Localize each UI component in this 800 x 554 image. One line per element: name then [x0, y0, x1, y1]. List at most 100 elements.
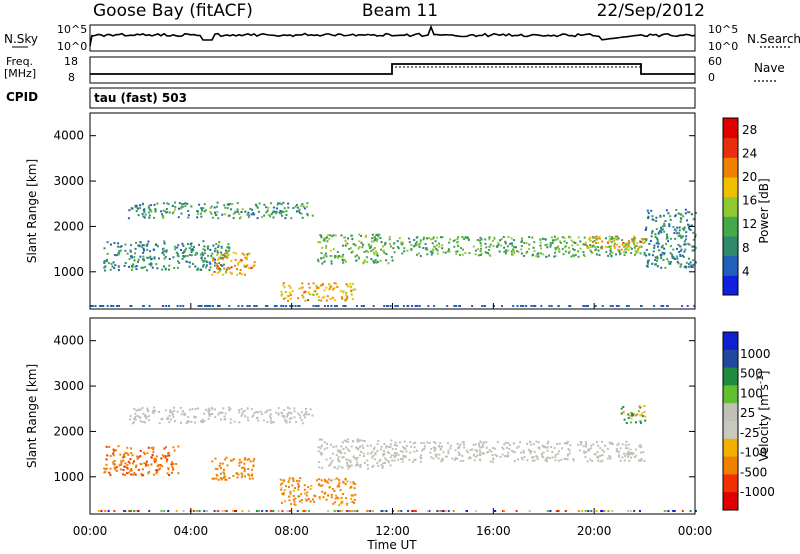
echo-cell [263, 203, 266, 206]
echo-cell [147, 240, 150, 243]
echo-cell [376, 238, 379, 241]
echo-cell [109, 473, 112, 476]
echo-cell [306, 214, 309, 217]
echo-cell [213, 477, 216, 480]
echo-cell [130, 447, 133, 450]
echo-cell [151, 454, 154, 457]
echo-cell [255, 411, 258, 414]
echo-cell [164, 255, 167, 258]
echo-cell [547, 440, 550, 443]
echo-cell [422, 247, 425, 249]
echo-cell [300, 493, 303, 496]
echo-cell [457, 244, 460, 247]
echo-cell [150, 446, 153, 449]
echo-cell [630, 247, 633, 250]
echo-cell [124, 462, 127, 465]
echo-cell [143, 462, 146, 465]
echo-cell [394, 455, 396, 458]
echo-cell [344, 244, 347, 247]
echo-cell [519, 441, 522, 444]
echo-cell [165, 211, 168, 214]
echo-cell [418, 243, 421, 246]
echo-cell [205, 264, 208, 267]
echo-cell [632, 237, 635, 240]
echo-cell [126, 466, 129, 469]
echo-cell [141, 474, 143, 477]
echo-cell [243, 458, 246, 461]
echo-cell [516, 446, 519, 449]
echo-cell [265, 305, 267, 307]
echo-cell [218, 267, 221, 270]
echo-cell [126, 446, 129, 449]
echo-cell [635, 245, 638, 247]
echo-cell [540, 305, 543, 307]
echo-cell [366, 510, 369, 512]
echo-cell [554, 255, 557, 257]
echo-cell [269, 215, 272, 218]
echo-cell [280, 294, 283, 297]
echo-cell [459, 247, 462, 249]
echo-cell [436, 249, 439, 252]
echo-cell [219, 472, 222, 475]
echo-cell [648, 242, 651, 245]
echo-cell [684, 265, 687, 268]
echo-cell [458, 453, 461, 456]
echo-cell [187, 243, 189, 246]
echo-cell [583, 236, 586, 239]
echo-cell [631, 412, 634, 415]
echo-cell [371, 456, 373, 459]
echo-cell [478, 442, 480, 445]
echo-cell [132, 473, 135, 476]
echo-cell [623, 254, 626, 257]
echo-cell [322, 256, 325, 259]
echo-cell [389, 446, 392, 448]
echo-cell [623, 418, 626, 421]
echo-cell [630, 252, 633, 254]
echo-cell [250, 213, 253, 216]
echo-cell [306, 213, 309, 216]
echo-cell [689, 510, 692, 512]
echo-cell [396, 246, 399, 248]
echo-cell [629, 452, 631, 455]
echo-cell [91, 305, 94, 307]
echo-cell [336, 305, 338, 307]
echo-cell [208, 305, 211, 307]
echo-cell [167, 468, 170, 471]
freq-tick-8: 8 [68, 71, 75, 84]
echo-cell [404, 448, 407, 451]
echo-cell [563, 246, 566, 249]
echo-cell [214, 211, 216, 214]
echo-cell [627, 454, 630, 457]
echo-cell [644, 415, 647, 418]
echo-cell [111, 265, 114, 268]
echo-cell [172, 467, 175, 470]
echo-cell [635, 421, 637, 424]
echo-cell [646, 265, 649, 268]
echo-cell [306, 202, 309, 205]
echo-cell [695, 212, 697, 214]
echo-cell [416, 449, 418, 452]
echo-cell [332, 248, 335, 251]
echo-cell [480, 244, 483, 247]
echo-cell [625, 440, 628, 443]
echo-cell [172, 210, 175, 213]
echo-cell [473, 459, 476, 462]
echo-cell [342, 244, 345, 247]
echo-cell [318, 460, 321, 463]
colorbar-segment [723, 137, 738, 158]
echo-cell [672, 255, 675, 258]
echo-cell [544, 459, 547, 462]
x-tick-label: 08:00 [274, 524, 309, 538]
echo-cell [161, 454, 164, 457]
echo-cell [246, 458, 249, 461]
echo-cell [595, 510, 598, 512]
echo-cell [568, 452, 571, 455]
echo-cell [479, 236, 482, 239]
echo-cell [341, 466, 344, 469]
echo-cell [219, 462, 222, 465]
echo-cell [619, 459, 622, 462]
echo-cell [621, 443, 624, 446]
echo-cell [336, 449, 339, 452]
echo-cell [345, 291, 348, 294]
echo-cell [502, 447, 505, 450]
